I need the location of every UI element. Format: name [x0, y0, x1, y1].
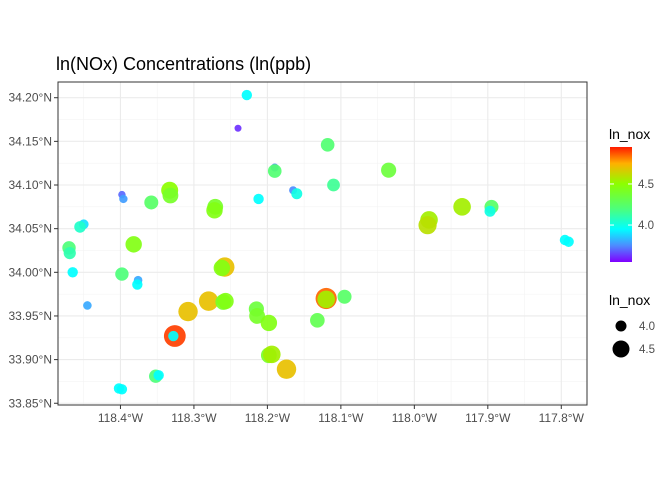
data-point [74, 221, 86, 233]
data-point [260, 314, 278, 332]
data-point [125, 236, 142, 253]
x-tick-label: 118.2°W [245, 411, 291, 425]
data-point [153, 370, 164, 381]
data-point [144, 195, 159, 210]
panel-border [57, 81, 588, 406]
data-point [116, 384, 128, 395]
data-point [563, 236, 574, 247]
x-tick-label: 118.4°W [98, 411, 144, 425]
data-point [132, 279, 143, 290]
x-tick-label: 118.3°W [171, 411, 217, 425]
data-point [83, 301, 92, 310]
data-points [62, 89, 574, 395]
data-point [234, 124, 242, 132]
data-point [249, 308, 266, 324]
data-point [168, 330, 179, 342]
data-point [317, 290, 335, 309]
data-point [241, 89, 253, 101]
colorbar-tick-label: 4.5 [638, 179, 654, 191]
x-tick-label: 117.9°W [465, 411, 511, 425]
data-point [310, 313, 325, 328]
data-point [276, 359, 297, 379]
y-tick-label: 34.00°N [9, 265, 53, 279]
size-legend-title: ln_nox [609, 292, 650, 308]
data-point [291, 188, 303, 200]
y-tick-label: 33.85°N [9, 396, 53, 410]
data-point [418, 216, 437, 235]
y-tick-label: 34.20°N [9, 91, 53, 105]
size-legend-entries: 4.0 4.5 [612, 320, 655, 358]
data-point [484, 205, 496, 217]
data-point [217, 292, 234, 310]
y-tick-label: 33.95°N [9, 309, 53, 323]
chart-title: ln(NOx) Concentrations (ln(ppb) [56, 54, 311, 74]
colorbar-ticks: 4.0 4.5 [610, 179, 654, 232]
color-legend-title: ln_nox [609, 126, 650, 142]
data-point [267, 164, 282, 178]
size-legend-label: 4.5 [639, 344, 655, 356]
data-point [263, 345, 281, 364]
data-point [381, 162, 397, 178]
size-legend: ln_nox 4.0 4.5 [609, 292, 655, 358]
data-point [320, 138, 335, 152]
data-point [253, 193, 264, 205]
data-point [213, 259, 231, 277]
y-axis: 33.85°N 33.90°N 33.95°N 34.00°N 34.05°N 34.10… [9, 91, 58, 410]
colorbar-tick-label: 4.0 [638, 220, 654, 232]
y-tick-label: 34.10°N [9, 178, 53, 192]
size-legend-label: 4.0 [639, 321, 655, 333]
data-point [337, 289, 352, 304]
plot-panel [58, 82, 587, 405]
data-point [119, 194, 128, 204]
data-point [162, 187, 179, 204]
y-tick-label: 34.05°N [9, 222, 53, 236]
y-tick-label: 33.90°N [9, 353, 53, 367]
x-tick-label: 118.0°W [392, 411, 438, 425]
data-point [453, 198, 471, 216]
size-legend-key [615, 320, 627, 332]
data-point [198, 291, 219, 311]
size-legend-key [612, 340, 630, 358]
x-tick-label: 118.1°W [318, 411, 364, 425]
data-point [206, 202, 223, 219]
x-tick-label: 117.8°W [539, 411, 585, 425]
x-axis: 118.4°W 118.3°W 118.2°W 118.1°W 118.0°W 117.9… [98, 405, 585, 425]
data-point [327, 178, 340, 192]
data-point [63, 247, 76, 260]
colorbar [610, 147, 632, 262]
data-point [115, 267, 129, 281]
data-point [178, 301, 198, 322]
data-point [67, 267, 78, 278]
y-tick-label: 34.15°N [9, 134, 53, 148]
color-legend: ln_nox 4.0 4.5 [609, 126, 654, 262]
